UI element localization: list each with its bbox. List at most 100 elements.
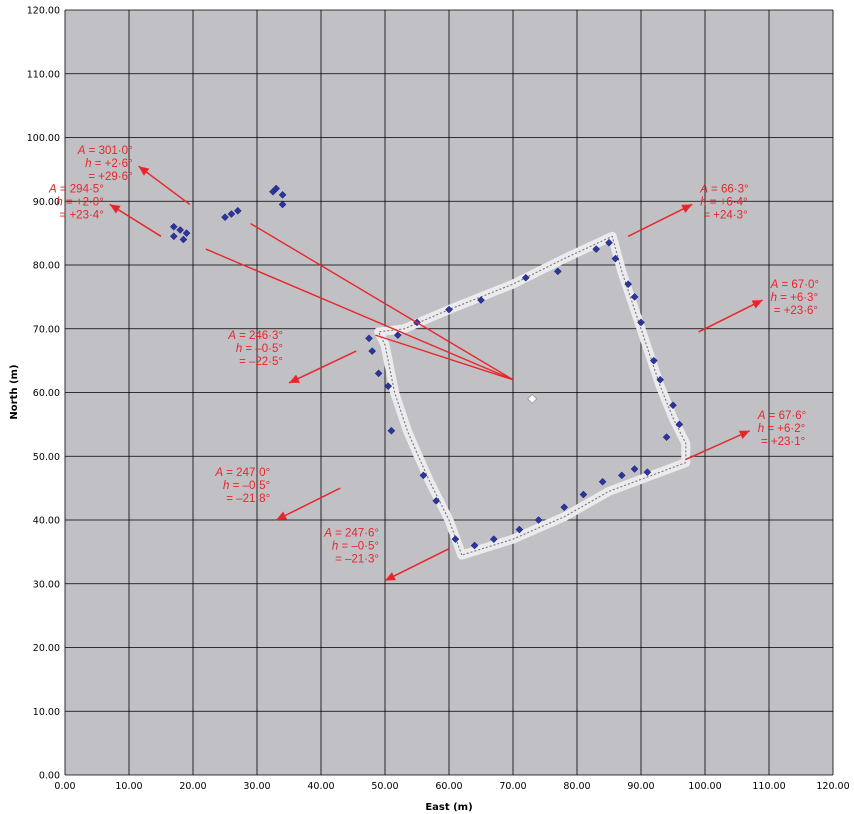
alignment-label-line: A = 67·0° (770, 279, 819, 291)
x-axis-ticks: 0.00 10.00 20.00 30.00 40.00 50.00 60.00 70.00 8… (54, 781, 849, 792)
y-axis-title: North (m) (9, 364, 20, 419)
blue-stone-point (656, 375, 665, 384)
alignment-arrow-line (275, 487, 341, 521)
alignment-label-line: A = 66·3° (699, 183, 748, 195)
blue-stone-point (419, 471, 428, 480)
wall-outline (374, 231, 691, 560)
alignment-label-line: h = +6·4° (700, 196, 747, 208)
alignment-label-line: h = –0·5° (236, 343, 283, 355)
alignment-label-line: A = 294·5° (48, 183, 104, 195)
alignment-arrow-line (384, 548, 450, 582)
blue-stone-point (221, 213, 229, 222)
x-tick-label: 40.00 (307, 781, 334, 792)
blue-stone-point (169, 232, 178, 241)
alignment-arrow-line (109, 203, 162, 237)
blue-stone-point (432, 497, 441, 505)
x-tick-label: 110.00 (752, 781, 785, 792)
blue-stone-point (553, 267, 562, 276)
blue-stone-point (611, 254, 620, 263)
blue-stone-point (630, 465, 639, 473)
blue-stone-point (649, 356, 658, 365)
alignment-labels: A = 301·0° h = +2·6° = +29·6°A = 294·5° h … (48, 145, 819, 566)
alignment-label-symbol: h (700, 196, 706, 208)
blue-stone-point (637, 318, 645, 327)
blue-stone-point (445, 305, 453, 314)
alignment-label-line: = +23·4° (56, 209, 103, 221)
alignment-arrow-head (751, 300, 763, 309)
blue-stone-point (617, 471, 626, 480)
alignment-label-symbol: A (770, 279, 779, 291)
alignment-arrow-head (276, 511, 288, 520)
alignment-label: A = 247·0° h = –0·5° = –21·8° (214, 467, 270, 505)
alignment-arrow-head (289, 374, 300, 383)
blue-stone-point (384, 382, 393, 390)
blue-stone-point (521, 273, 530, 282)
x-tick-label: 80.00 (563, 781, 590, 792)
alignment-label-line: h = +6·2° (758, 423, 805, 435)
blue-stone-point (272, 184, 281, 193)
x-tick-label: 60.00 (435, 781, 462, 792)
alignment-label-line: h = –0·5° (332, 541, 379, 553)
alignment-label-symbol: h (85, 158, 91, 170)
blue-stone-point (365, 334, 373, 343)
y-tick-label: 100.00 (27, 133, 60, 144)
y-tick-label: 40.00 (33, 516, 60, 527)
blue-stone-point (278, 191, 287, 199)
alignment-label-line: = +23·6° (771, 305, 818, 317)
alignment-label-line: A = 301·0° (77, 145, 133, 157)
blue-stone-point (387, 426, 396, 435)
alignment-label: A = 67·6° h = +6·2° = +23·1° (757, 410, 806, 448)
alignment-arrow-head (109, 204, 121, 214)
blue-stone-point (669, 401, 677, 410)
alignment-arrow-head (738, 430, 750, 439)
grid-lines (64, 9, 834, 776)
alignment-label-line: = +24·3° (700, 209, 747, 221)
y-tick-label: 0.00 (39, 771, 60, 782)
alignment-label-line: = +23·1° (758, 436, 805, 448)
blue-stone-point (662, 433, 671, 441)
alignment-label-line: A = 247·6° (323, 528, 379, 540)
blue-stone-point (534, 516, 543, 524)
y-tick-label: 50.00 (33, 452, 60, 463)
alignment-arrow-head (385, 572, 396, 581)
blue-stone-point (470, 541, 479, 550)
alignment-label: A = 247·6° h = –0·5° = –21·3° (323, 528, 379, 566)
x-tick-label: 0.00 (54, 781, 75, 792)
blue-stone-point (579, 490, 588, 499)
blue-stone-point (592, 245, 601, 253)
blue-stone-point (169, 222, 178, 231)
sight-lines (205, 222, 514, 381)
alignment-label-symbol: h (758, 423, 764, 435)
x-tick-label: 70.00 (499, 781, 526, 792)
y-tick-label: 20.00 (33, 643, 60, 654)
blue-stone-point (560, 503, 569, 512)
alignment-label: A = 67·0° h = +6·3° = +23·6° (770, 279, 819, 317)
alignment-label-symbol: A (699, 183, 708, 195)
alignment-arrow-head (681, 204, 693, 213)
blue-stone-point (630, 293, 639, 301)
alignment-label: A = 294·5° h = +2·0° = +23·4° (48, 183, 104, 221)
alignment-arrow-line (288, 350, 357, 384)
x-axis-title: East (m) (425, 802, 472, 813)
y-tick-label: 60.00 (33, 388, 60, 399)
alignment-label-line: A = 246·3° (227, 330, 283, 342)
blue-stone-point (675, 420, 684, 429)
alignment-label-line: h = –0·5° (223, 480, 270, 492)
alignment-arrow-line (698, 299, 763, 333)
y-tick-label: 10.00 (33, 707, 60, 718)
alignment-label-symbol: h (332, 541, 338, 553)
blue-stone-point (477, 296, 485, 304)
alignment-label-symbol: A (757, 410, 766, 422)
alignment-label-symbol: h (236, 343, 242, 355)
blue-stone-point (182, 229, 191, 237)
blue-stones (169, 184, 684, 550)
alignment-label: A = 301·0° h = +2·6° = +29·6° (77, 145, 133, 183)
alignment-arrow-head (138, 166, 150, 176)
y-tick-label: 110.00 (27, 69, 60, 80)
x-tick-label: 20.00 (179, 781, 206, 792)
x-tick-label: 50.00 (371, 781, 398, 792)
blue-stone-point (278, 200, 287, 209)
alignment-arrows (109, 165, 763, 582)
wall-line (378, 235, 687, 556)
